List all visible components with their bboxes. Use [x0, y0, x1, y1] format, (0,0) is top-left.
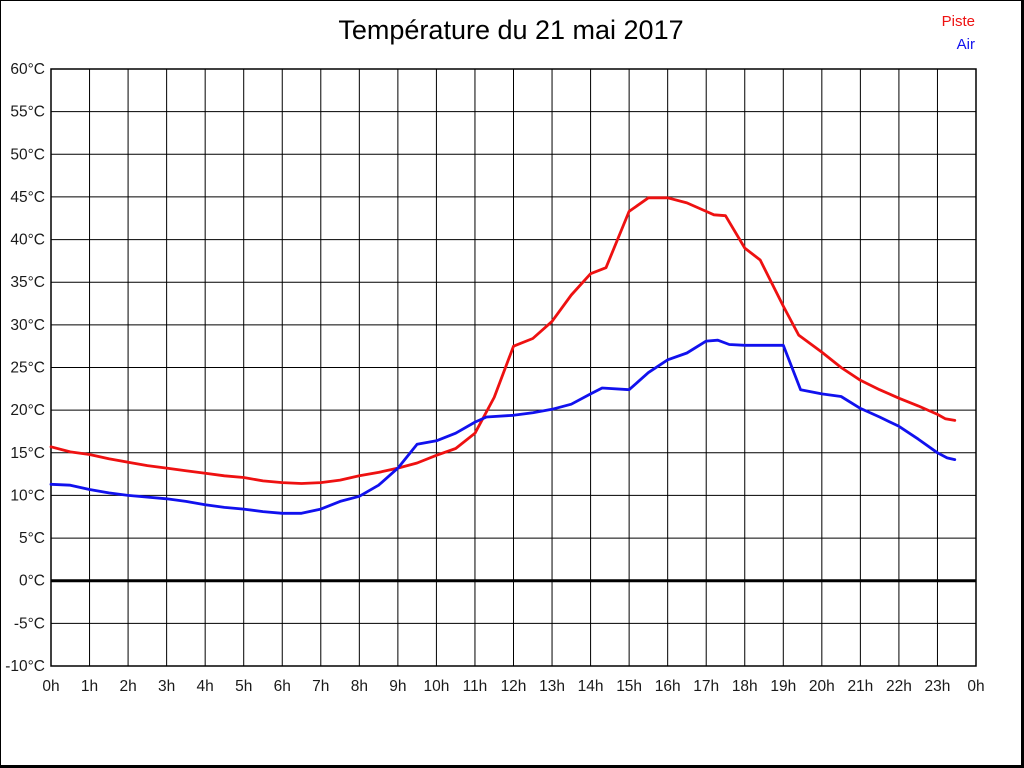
- chart-title: Température du 21 mai 2017: [338, 15, 684, 45]
- x-axis-tick-label: 16h: [655, 678, 681, 695]
- x-axis-tick-label: 10h: [423, 678, 449, 695]
- y-axis-tick-label: 10°C: [10, 487, 45, 504]
- x-axis-tick-label: 9h: [389, 678, 406, 695]
- y-axis-tick-label: 20°C: [10, 402, 45, 419]
- y-axis-tick-label: -10°C: [5, 658, 45, 675]
- x-axis-tick-label: 17h: [693, 678, 719, 695]
- x-axis-tick-label: 5h: [235, 678, 252, 695]
- x-axis-tick-label: 19h: [770, 678, 796, 695]
- x-axis-tick-label: 21h: [847, 678, 873, 695]
- air-temperature-line: [49, 338, 957, 515]
- x-axis-tick-label: 23h: [925, 678, 951, 695]
- y-axis-tick-label: 35°C: [10, 274, 45, 291]
- x-axis-tick-label: 1h: [81, 678, 98, 695]
- legend-label-air: Air: [956, 36, 975, 53]
- x-axis-tick-label: 12h: [501, 678, 527, 695]
- x-axis-tick-label: 18h: [732, 678, 758, 695]
- x-axis-tick-label: 0h: [42, 678, 59, 695]
- legend-item-piste: Piste: [942, 10, 975, 33]
- y-axis-tick-label: 50°C: [10, 146, 45, 163]
- x-axis-tick-label: 11h: [463, 678, 488, 695]
- x-axis-tick-label: 6h: [274, 678, 291, 695]
- y-axis-tick-label: 45°C: [10, 189, 45, 206]
- x-axis-tick-label: 20h: [809, 678, 835, 695]
- y-axis-tick-label: 25°C: [10, 360, 45, 377]
- x-axis-tick-label: 8h: [351, 678, 368, 695]
- legend: Piste Air: [942, 10, 975, 56]
- x-axis-tick-label: 13h: [539, 678, 565, 695]
- x-axis-tick-label: 15h: [616, 678, 642, 695]
- y-axis-tick-label: 40°C: [10, 232, 45, 249]
- plot-border: [50, 68, 977, 667]
- y-axis-tick-label: -5°C: [14, 615, 45, 632]
- x-axis-tick-label: 0h: [967, 678, 984, 695]
- x-axis-tick-label: 3h: [158, 678, 175, 695]
- x-axis-tick-label: 14h: [578, 678, 604, 695]
- legend-label-piste: Piste: [941, 13, 975, 30]
- x-axis-tick-label: 7h: [312, 678, 329, 695]
- piste-temperature-line: [49, 196, 957, 485]
- y-axis-tick-label: 30°C: [10, 317, 45, 334]
- x-axis-tick-label: 4h: [197, 678, 214, 695]
- y-axis-tick-label: 60°C: [10, 61, 45, 78]
- y-axis-tick-label: 0°C: [19, 573, 45, 590]
- x-axis-tick-label: 22h: [886, 678, 912, 695]
- y-axis-tick-label: 5°C: [19, 530, 45, 547]
- y-axis-tick-label: 55°C: [10, 104, 45, 121]
- y-axis-tick-label: 15°C: [10, 445, 45, 462]
- legend-item-air: Air: [942, 33, 975, 56]
- x-axis-tick-label: 2h: [119, 678, 136, 695]
